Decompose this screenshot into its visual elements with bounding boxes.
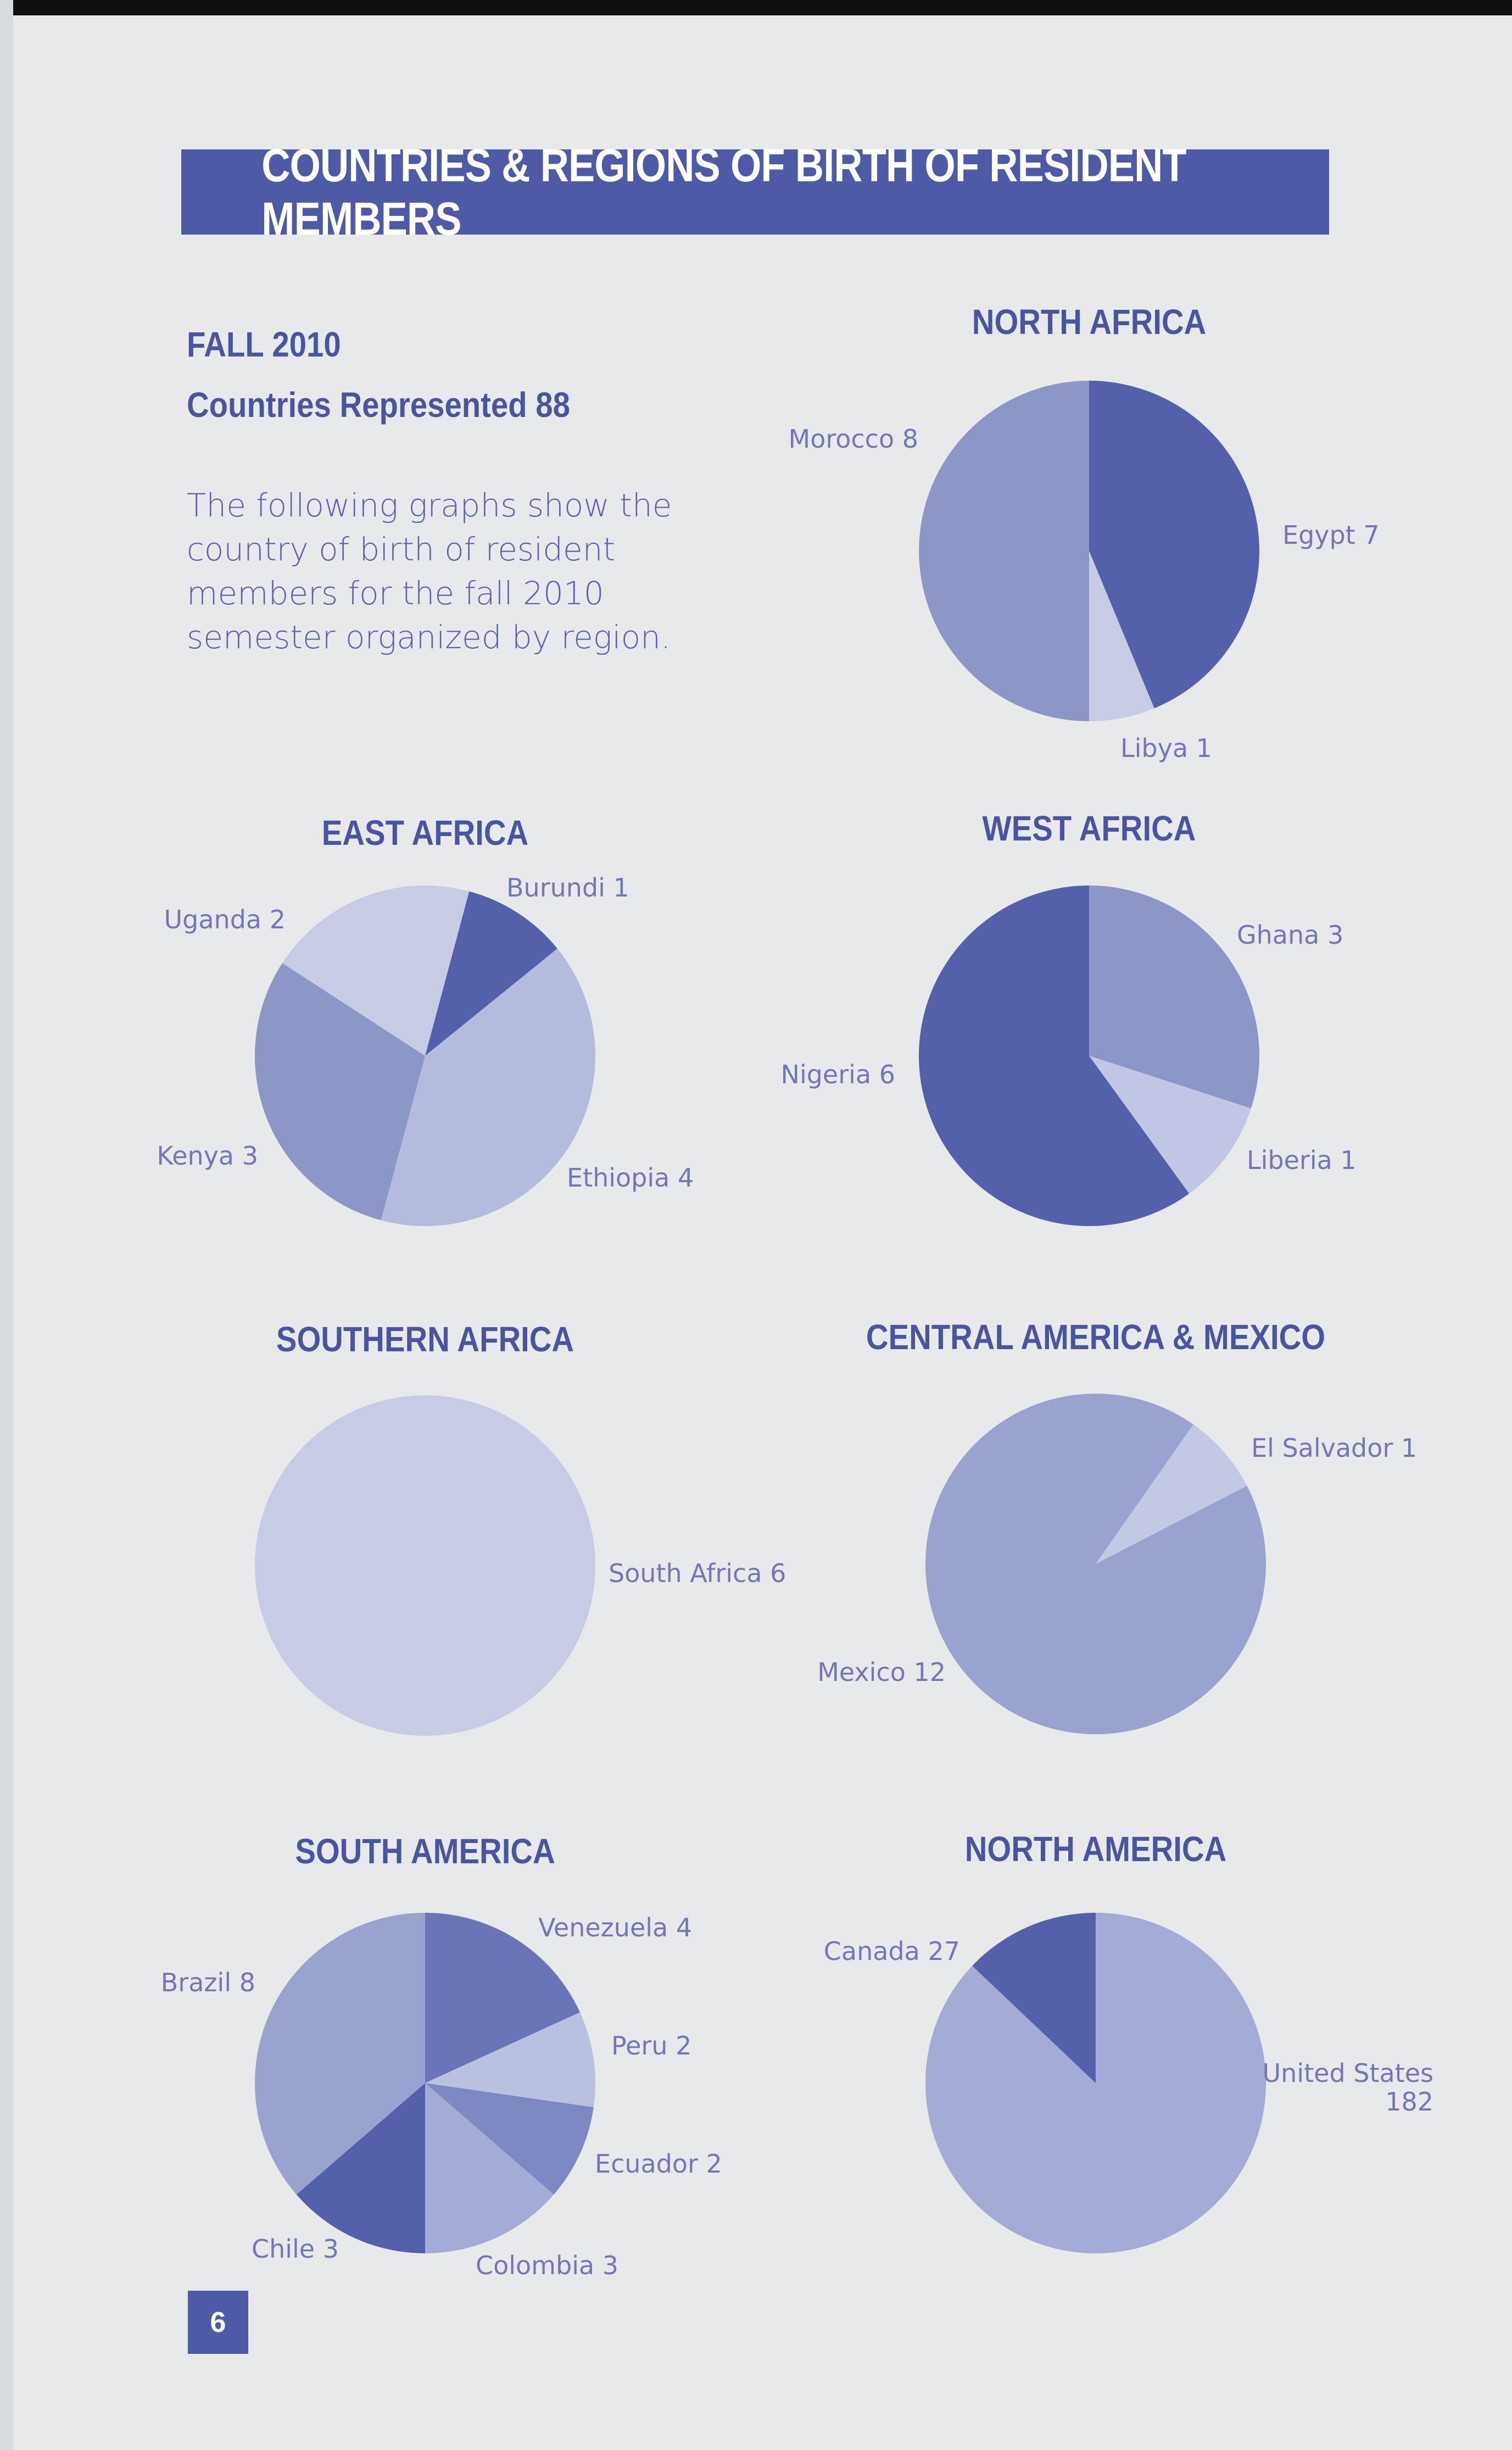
title-banner: COUNTRIES & REGIONS OF BIRTH OF RESIDENT… [181, 140, 1329, 244]
countries-count: Countries Represented 88 [187, 385, 570, 425]
slice-label-liberia-1: Liberia 1 [1247, 1145, 1357, 1175]
pie-slice-morocco-8 [919, 381, 1089, 721]
slice-label-morocco-8: Morocco 8 [789, 424, 919, 454]
slice-label-egypt-7: Egypt 7 [1282, 520, 1380, 550]
slice-label-peru-2: Peru 2 [611, 2031, 691, 2061]
pie-slice-libya-1 [1089, 551, 1154, 721]
chart-title: WEST AFRICA [983, 809, 1196, 848]
pie-slice-brazil-8 [255, 1913, 425, 2195]
pie-chart-south-america: SOUTH AMERICA Venezuela 4 Peru 2 Ecuador 2 C… [161, 1831, 722, 2280]
slice-label-el-salvador-1: El Salvador 1 [1251, 1433, 1417, 1463]
pie-slice-canada-27 [972, 1913, 1096, 2083]
pie-chart-west-africa: WEST AFRICA Ghana 3 Liberia 1 Nigeria 6 [781, 809, 1357, 1227]
slice-label-chile-3: Chile 3 [252, 2234, 339, 2264]
chart-title: NORTH AFRICA [972, 302, 1206, 342]
pie-chart-north-africa: NORTH AFRICA Egypt 7 Libya 1 Morocco 8 [789, 302, 1380, 763]
left-border [0, 0, 13, 2450]
intro-description: The following graphs show the country of… [187, 487, 672, 656]
pie-slice-south-africa-6 [255, 1395, 595, 1736]
slice-label-libya-1: Libya 1 [1120, 733, 1212, 763]
slice-label-brazil-8: Brazil 8 [161, 1968, 255, 1997]
pie-chart-east-africa: EAST AFRICA Burundi 1 Ethiopia 4 Kenya 3 Uga… [157, 813, 694, 1226]
chart-title: NORTH AMERICA [965, 1829, 1226, 1869]
pie-slice-uganda-2 [282, 885, 470, 1056]
slice-label-south-africa-6: South Africa 6 [609, 1558, 786, 1588]
slice-label-nigeria-6: Nigeria 6 [781, 1060, 895, 1089]
slice-label-kenya-3: Kenya 3 [157, 1141, 258, 1171]
chart-title: CENTRAL AMERICA & MEXICO [866, 1317, 1325, 1357]
slice-label-ethiopia-4: Ethiopia 4 [567, 1163, 694, 1193]
slice-label-ecuador-2: Ecuador 2 [595, 2149, 722, 2179]
pie-chart-north-america: NORTH AMERICA United States 182 Canada 27 [824, 1829, 1434, 2254]
slice-label-venezuela-4: Venezuela 4 [538, 1913, 692, 1942]
page-number: 6 [188, 2291, 248, 2354]
pie-chart-central-america-mexico: CENTRAL AMERICA & MEXICO El Salvador 1 Mex… [817, 1317, 1417, 1735]
pie-slice-mexico-12 [925, 1394, 1266, 1735]
pie-slice-liberia-1 [1089, 1056, 1251, 1194]
top-border [0, 0, 1512, 15]
pie-slice-ethiopia-4 [381, 948, 596, 1226]
chart-title: EAST AFRICA [322, 813, 528, 853]
pie-slice-burundi-1 [425, 891, 557, 1056]
pie-slice-ghana-3 [1089, 886, 1259, 1109]
slice-label-united-states-182: United States 182 [1263, 2058, 1434, 2117]
pie-slice-egypt-7 [1089, 381, 1260, 709]
chart-title: SOUTHERN AFRICA [276, 1319, 574, 1359]
semester-label: FALL 2010 [187, 325, 341, 364]
pie-slice-peru-2 [425, 2012, 595, 2108]
pie-chart-southern-africa: SOUTHERN AFRICA South Africa 6 [255, 1319, 786, 1736]
pie-slice-kenya-3 [254, 963, 425, 1221]
pie-slice-ecuador-2 [425, 2083, 594, 2195]
pie-slice-nigeria-6 [918, 886, 1190, 1227]
pie-slice-chile-3 [296, 2083, 425, 2253]
pie-slice-venezuela-4 [425, 1913, 580, 2083]
slice-label-ghana-3: Ghana 3 [1237, 920, 1343, 950]
slice-label-canada-27: Canada 27 [824, 1936, 960, 1966]
slice-label-colombia-3: Colombia 3 [476, 2251, 618, 2280]
slice-label-mexico-12: Mexico 12 [817, 1657, 946, 1687]
slice-label-burundi-1: Burundi 1 [506, 873, 629, 903]
chart-title: SOUTH AMERICA [295, 1831, 555, 1871]
pie-slice-united-states-182 [925, 1913, 1266, 2254]
pie-slice-el-salvador-1 [1096, 1424, 1247, 1564]
pie-slice-colombia-3 [425, 2083, 554, 2253]
slice-label-uganda-2: Uganda 2 [164, 905, 286, 934]
